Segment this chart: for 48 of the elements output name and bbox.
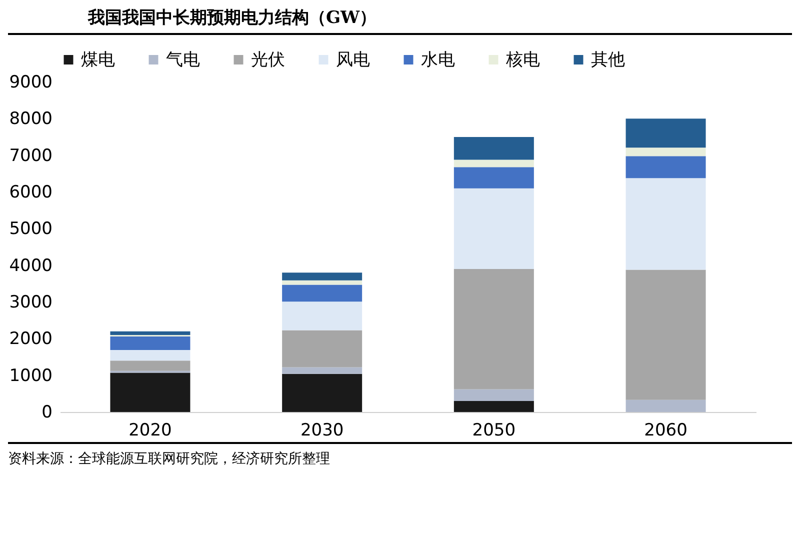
bar xyxy=(282,330,362,368)
legend-label: 气电 xyxy=(166,50,200,70)
bar xyxy=(282,374,362,412)
y-tick-label: 1000 xyxy=(9,366,52,386)
y-tick-label: 3000 xyxy=(9,292,52,312)
bar xyxy=(626,118,706,148)
bar xyxy=(626,270,706,400)
x-tick-label: 2050 xyxy=(472,420,516,440)
x-tick-label: 2060 xyxy=(644,420,688,440)
y-tick-label: 8000 xyxy=(9,109,52,130)
bar xyxy=(282,302,362,330)
legend-label: 煤电 xyxy=(81,50,115,70)
bar xyxy=(282,280,362,285)
bar xyxy=(282,284,362,302)
bar xyxy=(282,272,362,280)
bar xyxy=(626,400,706,412)
y-tick-label: 5000 xyxy=(9,219,52,240)
legend-label: 光伏 xyxy=(251,50,285,70)
y-tick-label: 0 xyxy=(42,402,52,422)
bar xyxy=(110,331,190,335)
bar xyxy=(110,336,190,350)
y-tick-label: 7000 xyxy=(9,146,52,166)
bar xyxy=(110,360,190,371)
bar xyxy=(110,350,190,361)
y-tick-label: 2000 xyxy=(9,329,52,350)
legend-label: 核电 xyxy=(505,50,540,70)
bar xyxy=(282,367,362,374)
text: 资料来源：全球能源互联网研究院，经济研究所整理 xyxy=(8,442,792,468)
bar xyxy=(454,269,534,390)
x-tick-label: 2020 xyxy=(128,420,172,440)
bar xyxy=(454,167,534,188)
y-tick-label: 6000 xyxy=(9,182,52,202)
bar xyxy=(454,389,534,401)
legend-label: 风电 xyxy=(336,50,370,70)
y-tick-label: 4000 xyxy=(9,256,52,276)
bar xyxy=(626,178,706,270)
bar xyxy=(454,401,534,412)
x-tick-label: 2030 xyxy=(300,420,344,440)
bar xyxy=(454,160,534,168)
chart-title: 我国我国中长期预期电力结构（GW） xyxy=(8,6,792,35)
bar xyxy=(454,137,534,160)
bar xyxy=(454,188,534,269)
y-tick-label: 9000 xyxy=(9,72,52,92)
legend-label: 水电 xyxy=(421,50,455,70)
legend-label: 其他 xyxy=(591,50,625,70)
bar xyxy=(110,372,190,412)
bar xyxy=(626,148,706,156)
bar xyxy=(626,156,706,178)
